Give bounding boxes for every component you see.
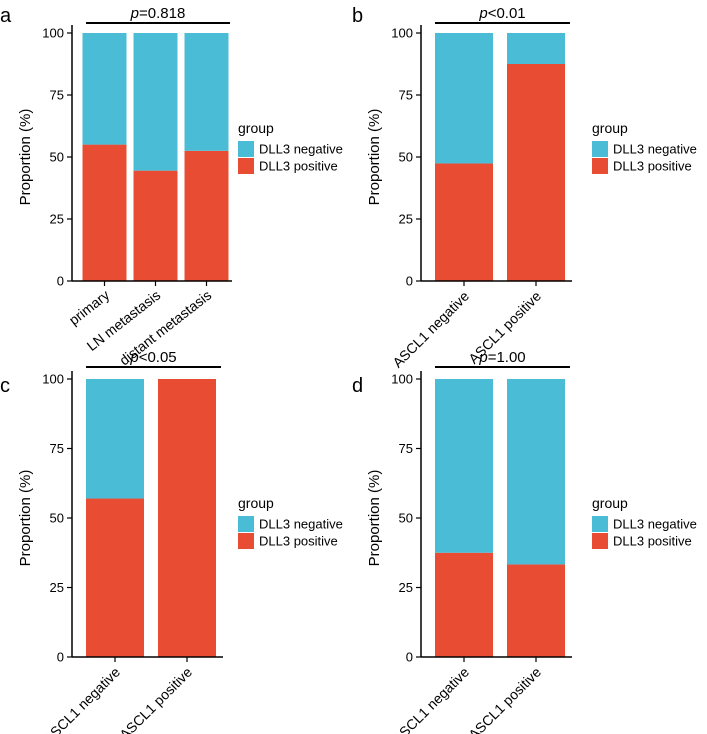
y-tick-label: 100 [391,26,413,41]
y-tick-label: 50 [50,150,64,165]
y-tick-label: 25 [50,212,64,227]
p-value-label: p=0.818 [130,5,186,22]
category-label: ASCL1 positive [465,664,544,734]
p-symbol: p [478,349,487,366]
legend-title: group [592,495,628,511]
panel-letter: c [0,375,10,397]
legend-item-label: DLL3 negative [259,517,343,532]
bar-dll3-negative [82,33,127,145]
y-tick-label: 50 [399,150,413,165]
category-label: ASCL1 negative [40,664,123,734]
legend: group DLL3 negative DLL3 positive [592,495,697,549]
legend-item-label: DLL3 positive [259,159,338,174]
y-tick-label: 0 [406,274,413,289]
y-axis-title: Proportion (%) [17,470,34,567]
panel-letter: d [352,375,363,397]
y-tick-label: 75 [399,441,413,456]
legend-swatch [592,141,608,157]
bar-dll3-negative [507,33,565,64]
category-label: ASCL1 positive [116,664,195,734]
legend-item-label: DLL3 positive [613,534,692,549]
bar-dll3-positive [435,552,493,657]
bar-dll3-negative [435,379,493,553]
bar-dll3-negative [184,33,229,151]
bar-dll3-positive [82,144,127,281]
y-tick-label: 75 [50,441,64,456]
panel-letter: a [0,5,12,27]
bar-dll3-negative [86,379,144,499]
y-axis-title: Proportion (%) [366,470,383,567]
legend-swatch [238,533,254,549]
category-label: ASCL1 negative [389,288,472,371]
p-symbol: p [478,5,487,22]
bar-dll3-positive [507,564,565,657]
p-value: <0.01 [488,5,526,22]
panel-letter: b [352,5,363,27]
legend-title: group [238,495,274,511]
y-tick-label: 25 [399,580,413,595]
p-value-label: p=1.00 [478,349,525,366]
bar-dll3-positive [86,498,144,657]
legend-item-label: DLL3 negative [259,142,343,157]
legend: group DLL3 negative DLL3 positive [238,495,343,549]
y-tick-label: 0 [57,274,64,289]
legend-item-label: DLL3 positive [259,534,338,549]
legend: group DLL3 negative DLL3 positive [238,120,343,174]
y-tick-label: 25 [399,212,413,227]
bar-dll3-positive [435,163,493,281]
category-label: primary [66,287,113,328]
y-axis-title: Proportion (%) [366,109,383,206]
legend-item-label: DLL3 negative [613,517,697,532]
legend-title: group [592,120,628,136]
p-value-label: p<0.05 [129,349,176,366]
y-tick-label: 50 [50,511,64,526]
bar-dll3-negative [133,33,178,171]
y-tick-label: 0 [406,650,413,665]
p-symbol: p [129,349,138,366]
y-tick-label: 50 [399,511,413,526]
bar-dll3-positive [507,64,565,281]
legend-swatch [238,158,254,174]
p-value: =1.00 [488,349,526,366]
legend-title: group [238,120,274,136]
y-tick-label: 100 [42,26,64,41]
legend-swatch [592,533,608,549]
legend-item-label: DLL3 negative [613,142,697,157]
legend-swatch [592,516,608,532]
y-tick-label: 100 [42,372,64,387]
legend-item-label: DLL3 positive [613,159,692,174]
y-axis-title: Proportion (%) [17,109,34,206]
y-tick-label: 25 [50,580,64,595]
legend-swatch [592,158,608,174]
y-tick-label: 0 [57,650,64,665]
p-value: =0.818 [139,5,185,22]
p-symbol: p [130,5,139,22]
y-tick-label: 100 [391,372,413,387]
y-tick-label: 75 [50,88,64,103]
legend-swatch [238,141,254,157]
bar-dll3-positive [133,170,178,281]
legend-swatch [238,516,254,532]
legend: group DLL3 negative DLL3 positive [592,120,697,174]
category-label: ASCL1 negative [389,664,472,734]
bar-dll3-positive [158,379,216,657]
p-value-label: p<0.01 [478,5,525,22]
y-tick-label: 75 [399,88,413,103]
bar-dll3-negative [435,33,493,164]
bar-dll3-positive [184,150,229,281]
p-value: <0.05 [139,349,177,366]
bar-dll3-negative [507,379,565,565]
